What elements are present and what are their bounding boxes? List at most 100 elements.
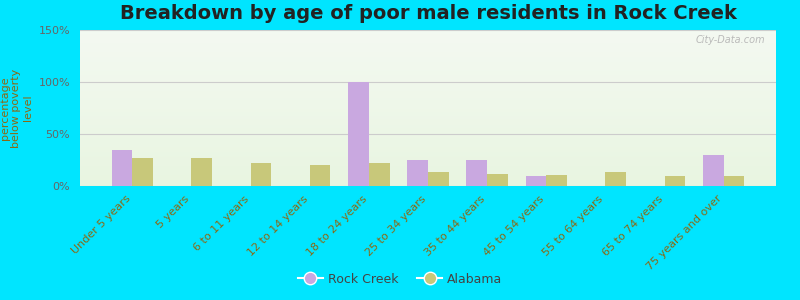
Bar: [80, 67, 776, 68]
Bar: [80, 159, 776, 160]
Bar: [80, 127, 776, 128]
Bar: [80, 141, 776, 142]
Bar: [80, 151, 776, 152]
Bar: [250, 163, 271, 186]
Bar: [369, 163, 390, 186]
Bar: [80, 108, 776, 109]
Bar: [80, 33, 776, 34]
Bar: [80, 50, 776, 51]
Bar: [80, 64, 776, 65]
Bar: [546, 175, 567, 186]
Bar: [80, 35, 776, 36]
Legend: Rock Creek, Alabama: Rock Creek, Alabama: [293, 268, 507, 291]
Bar: [80, 124, 776, 125]
Bar: [80, 167, 776, 168]
Bar: [80, 107, 776, 108]
Bar: [80, 136, 776, 137]
Bar: [80, 55, 776, 56]
Bar: [80, 161, 776, 162]
Bar: [80, 40, 776, 41]
Bar: [80, 138, 776, 139]
Bar: [80, 171, 776, 172]
Bar: [80, 77, 776, 78]
Bar: [132, 158, 153, 186]
Bar: [80, 129, 776, 130]
Bar: [80, 56, 776, 57]
Bar: [80, 132, 776, 133]
Bar: [80, 157, 776, 158]
Bar: [665, 176, 686, 186]
Bar: [80, 31, 776, 32]
Bar: [80, 98, 776, 99]
Bar: [80, 176, 776, 177]
Bar: [80, 30, 776, 31]
Bar: [80, 85, 776, 86]
Bar: [80, 135, 776, 136]
Bar: [80, 88, 776, 89]
Bar: [80, 179, 776, 180]
Bar: [80, 177, 776, 178]
Bar: [80, 82, 776, 83]
Text: City-Data.com: City-Data.com: [696, 35, 766, 45]
Bar: [80, 78, 776, 79]
Bar: [80, 125, 776, 126]
Bar: [80, 45, 776, 46]
Bar: [80, 169, 776, 170]
Bar: [80, 42, 776, 43]
Bar: [80, 65, 776, 66]
Bar: [80, 160, 776, 161]
Bar: [80, 70, 776, 71]
Bar: [80, 92, 776, 93]
Bar: [80, 95, 776, 96]
Bar: [80, 61, 776, 62]
Bar: [80, 43, 776, 44]
Bar: [80, 37, 776, 38]
Bar: [487, 173, 508, 186]
Bar: [80, 182, 776, 183]
Y-axis label: percentage
below poverty
level: percentage below poverty level: [0, 68, 33, 148]
Bar: [80, 111, 776, 112]
Bar: [80, 100, 776, 101]
Bar: [80, 131, 776, 132]
Bar: [428, 172, 449, 186]
Bar: [724, 176, 744, 186]
Bar: [80, 173, 776, 174]
Bar: [80, 133, 776, 134]
Bar: [112, 150, 132, 186]
Bar: [80, 86, 776, 87]
Bar: [80, 41, 776, 42]
Bar: [80, 79, 776, 80]
Bar: [526, 176, 546, 186]
Title: Breakdown by age of poor male residents in Rock Creek: Breakdown by age of poor male residents …: [119, 4, 737, 23]
Bar: [80, 146, 776, 147]
Bar: [80, 149, 776, 150]
Bar: [80, 99, 776, 100]
Bar: [80, 139, 776, 140]
Bar: [80, 46, 776, 47]
Bar: [80, 181, 776, 182]
Bar: [310, 165, 330, 186]
Bar: [80, 158, 776, 159]
Bar: [80, 116, 776, 117]
Bar: [80, 36, 776, 37]
Bar: [80, 130, 776, 131]
Bar: [466, 160, 487, 186]
Bar: [348, 82, 369, 186]
Bar: [80, 105, 776, 106]
Bar: [80, 81, 776, 82]
Bar: [80, 32, 776, 33]
Bar: [80, 102, 776, 103]
Bar: [80, 73, 776, 74]
Bar: [80, 66, 776, 67]
Bar: [80, 94, 776, 95]
Bar: [703, 155, 724, 186]
Bar: [80, 48, 776, 49]
Bar: [80, 57, 776, 58]
Bar: [80, 174, 776, 175]
Bar: [80, 134, 776, 135]
Bar: [80, 144, 776, 145]
Bar: [80, 85, 776, 86]
Bar: [80, 63, 776, 64]
Bar: [80, 180, 776, 181]
Bar: [80, 59, 776, 60]
